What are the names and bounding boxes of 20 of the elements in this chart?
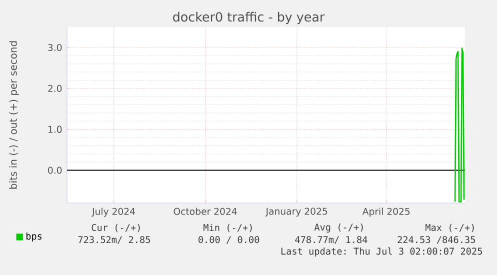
- text: 723.52m/ 2.85: [78, 236, 150, 244]
- y-tick-label: 3.0: [48, 44, 62, 51]
- legend-label: bps: [26, 232, 42, 242]
- text: 478.77m/ 1.84: [295, 236, 368, 244]
- x-tick-label: April 2025: [362, 208, 410, 217]
- chart-title: docker0 traffic - by year: [173, 12, 325, 24]
- text: Cur (-/+): [92, 224, 140, 232]
- y-tick-label: 2.0: [48, 84, 62, 92]
- x-tick-label: January 2025: [265, 208, 328, 217]
- y-tick-label: 0.0: [48, 166, 62, 174]
- text: Max (-/+): [426, 224, 474, 232]
- text: Avg (-/+): [314, 223, 363, 233]
- text: 224.53 /846.35: [398, 236, 475, 244]
- x-tick-label: October 2024: [174, 208, 237, 215]
- y-tick-label: 1.0: [48, 126, 62, 133]
- text: Min (-/+): [204, 224, 252, 232]
- text: Last update: Thu Jul 3 02:00:07 2025: [281, 247, 482, 257]
- x-tick-label: July 2024: [92, 208, 135, 217]
- text: 0.00 / 0.00: [198, 236, 260, 244]
- y-axis-title: bits in (-) / out (+) per second: [9, 41, 19, 189]
